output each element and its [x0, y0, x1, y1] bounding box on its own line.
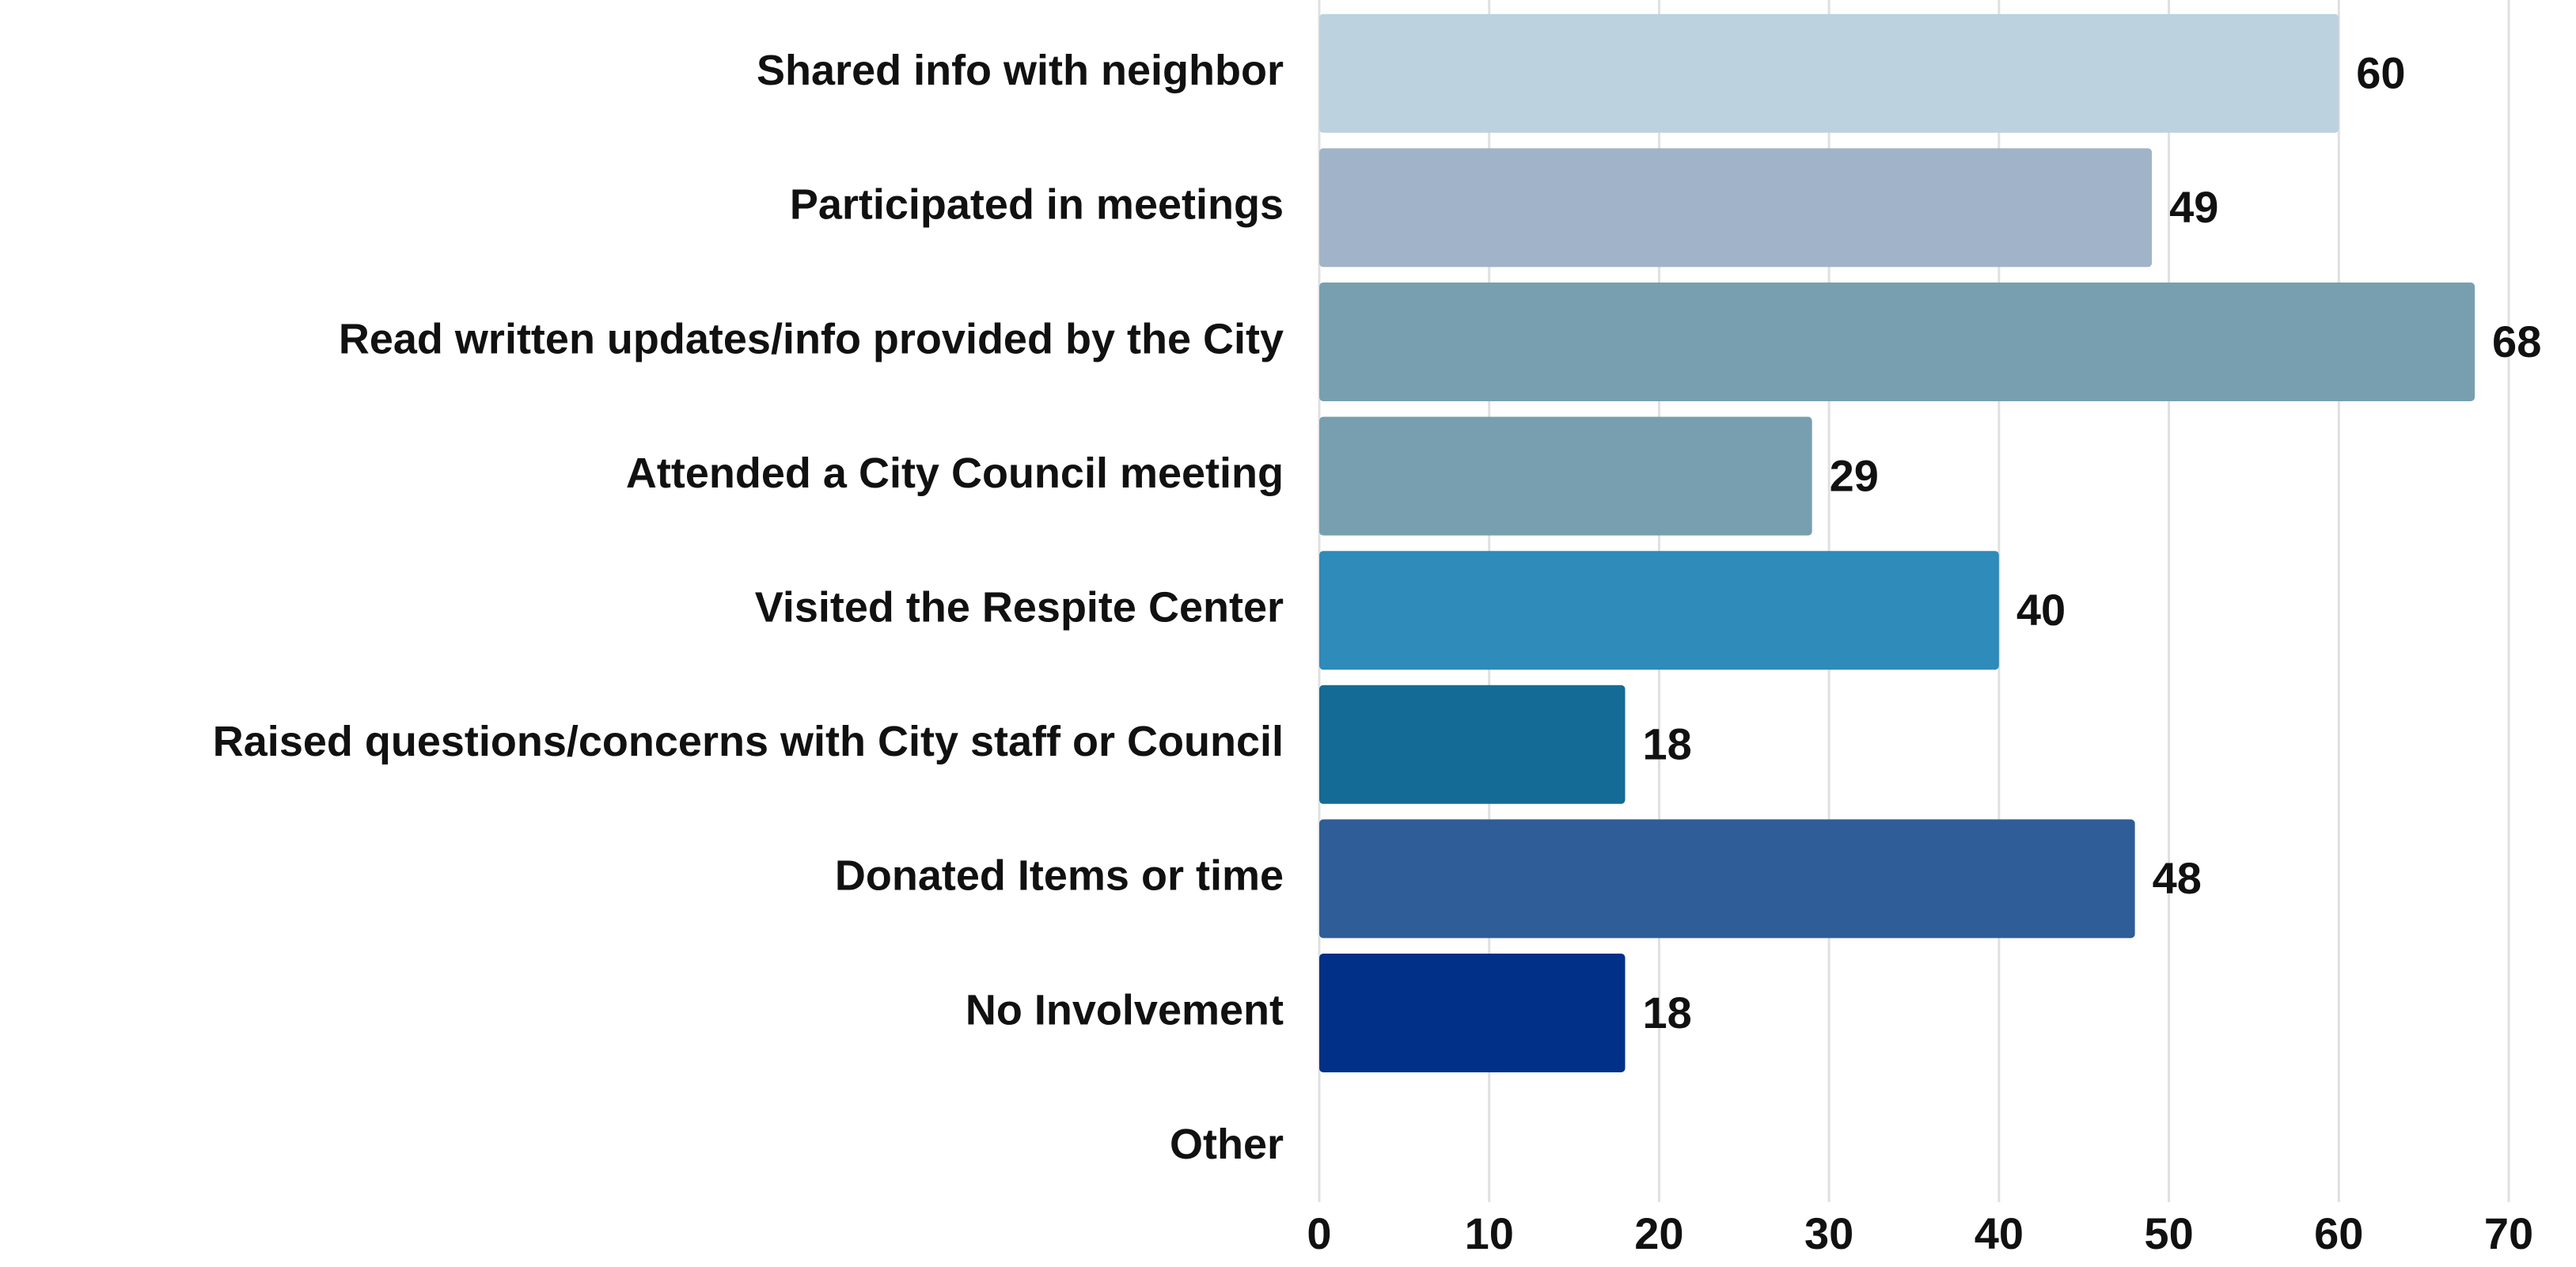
bar — [1319, 416, 1812, 536]
y-tick-label: Shared info with neighbor — [757, 47, 1284, 94]
bar — [1319, 819, 2135, 939]
bar — [1319, 954, 1626, 1072]
bar — [1319, 148, 2153, 267]
bar — [1319, 283, 2475, 401]
x-tick-label: 20 — [1634, 1208, 1683, 1258]
value-label: 49 — [2169, 182, 2218, 232]
bar — [1319, 685, 1626, 804]
y-tick-label: Read written updates/info provided by th… — [339, 315, 1284, 362]
bar — [1319, 551, 1999, 670]
x-tick-label: 60 — [2314, 1208, 2363, 1258]
value-label: 40 — [2016, 585, 2066, 635]
x-tick-label: 30 — [1804, 1208, 1853, 1258]
value-label: 18 — [1642, 988, 1691, 1037]
x-tick-label: 40 — [1975, 1208, 2024, 1258]
value-label: 18 — [1642, 719, 1691, 769]
y-tick-label: Raised questions/concerns with City staf… — [213, 718, 1284, 765]
y-tick-label: Visited the Respite Center — [755, 583, 1284, 631]
x-tick-label: 0 — [1307, 1208, 1331, 1258]
y-tick-label: Participated in meetings — [790, 181, 1284, 229]
bar — [1319, 13, 2339, 133]
y-tick-label: Donated Items or time — [835, 852, 1284, 900]
value-label: 48 — [2153, 853, 2202, 903]
x-tick-label: 10 — [1465, 1208, 1514, 1258]
value-label: 29 — [1830, 450, 1879, 500]
y-tick-label: Other — [1170, 1121, 1284, 1168]
value-label: 60 — [2356, 48, 2405, 98]
value-label: 68 — [2492, 317, 2541, 366]
y-tick-label: Attended a City Council meeting — [626, 450, 1284, 497]
y-tick-label: No Involvement — [966, 986, 1284, 1034]
x-tick-label: 70 — [2484, 1208, 2533, 1258]
x-tick-label: 50 — [2144, 1208, 2193, 1258]
